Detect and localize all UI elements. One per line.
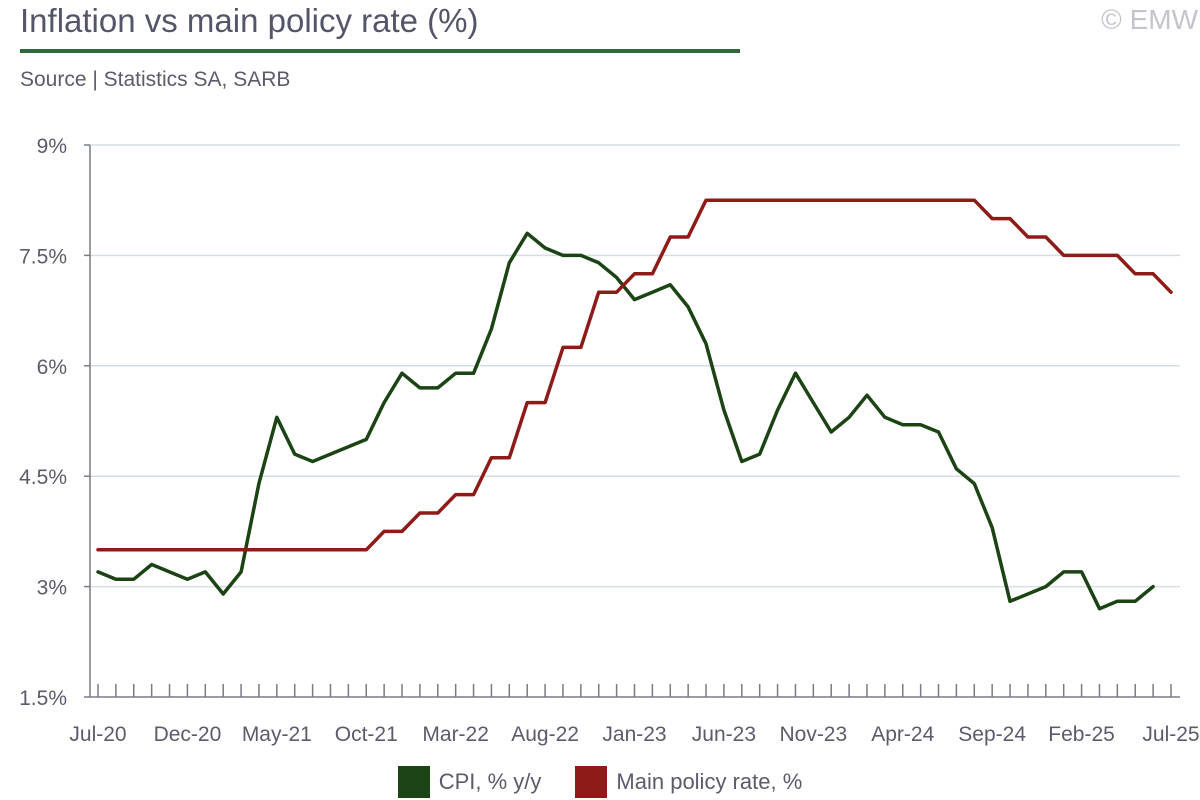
y-tick-label: 9% xyxy=(37,135,67,158)
series-line-cpi xyxy=(96,231,1155,611)
legend-label-cpi: CPI, % y/y xyxy=(438,769,542,794)
gridlines xyxy=(90,144,1180,588)
x-tick-label: Aug-22 xyxy=(511,723,579,746)
legend-swatch-cpi xyxy=(397,766,430,798)
x-tick-label: Oct-21 xyxy=(335,723,398,746)
legend-item-cpi: CPI, % y/y xyxy=(397,766,542,798)
x-tick-label: Sep-24 xyxy=(958,723,1026,746)
chart-title: Inflation vs main policy rate (%) xyxy=(20,2,479,39)
x-tick-label: Jul-20 xyxy=(69,723,126,746)
x-tick-label: Mar-22 xyxy=(422,723,489,746)
axes xyxy=(84,144,1180,698)
y-tick-label: 7.5% xyxy=(19,245,67,268)
tick-labels: 1.5% 3% 4.5% 6% 7.5% 9% Jul-20 Dec-20 May-21 Oct-… xyxy=(19,135,1199,746)
x-tick-label: Jan-23 xyxy=(602,723,666,746)
x-tick-label: Jun-23 xyxy=(692,723,756,746)
x-tick-label: Nov-23 xyxy=(779,723,847,746)
x-tick-label: Feb-25 xyxy=(1048,723,1115,746)
y-tick-label: 4.5% xyxy=(19,466,67,489)
y-tick-label: 6% xyxy=(37,356,67,379)
legend-label-rate: Main policy rate, % xyxy=(616,769,803,794)
x-tick-label: Apr-24 xyxy=(871,723,934,746)
legend-item-rate: Main policy rate, % xyxy=(575,766,802,798)
series-line-policy-rate xyxy=(96,198,1173,552)
x-tick-label: Jul-25 xyxy=(1142,723,1199,746)
x-tick-label: Dec-20 xyxy=(154,723,222,746)
copyright-watermark: © EMW xyxy=(1101,4,1198,35)
x-tick-label: May-21 xyxy=(242,723,312,746)
chart-legend: CPI, % y/y Main policy rate, % xyxy=(0,766,1200,798)
source-note: Source | Statistics SA, SARB xyxy=(20,68,291,91)
title-underline xyxy=(20,49,740,53)
series-lines xyxy=(96,198,1173,611)
legend-swatch-rate xyxy=(575,766,608,798)
y-tick-label: 3% xyxy=(37,577,67,600)
y-tick-label: 1.5% xyxy=(19,687,67,710)
